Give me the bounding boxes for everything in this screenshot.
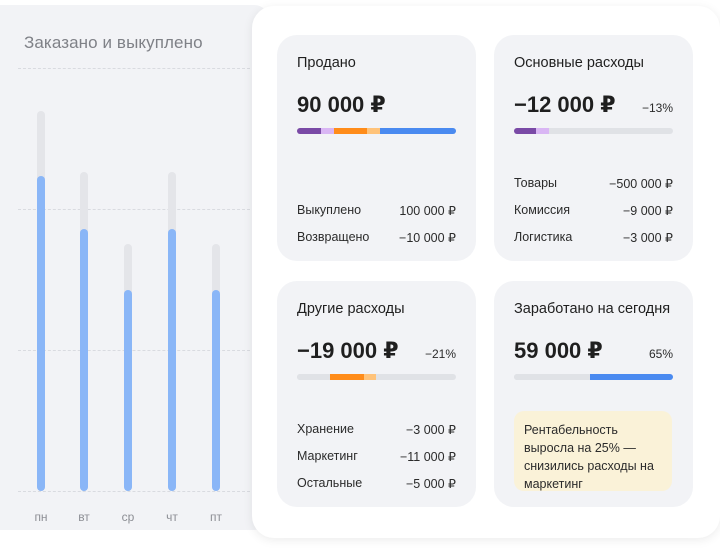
row-label: Логистика — [514, 230, 573, 244]
row-value: −10 000 ₽ — [399, 231, 456, 245]
progress-bar — [297, 374, 456, 380]
row-value: −11 000 ₽ — [399, 450, 456, 464]
gridline — [18, 491, 250, 492]
bar-bought-вт[interactable] — [80, 228, 88, 491]
bar-bought-пт[interactable] — [212, 289, 220, 491]
row-value: −3 000 ₽ — [405, 423, 456, 437]
card-amount: 90 000 ₽ — [297, 92, 386, 117]
card-title: Другие расходы — [297, 301, 405, 317]
card-earned-today[interactable]: Заработано на сегодня 59 000 ₽ 65% Рента… — [494, 281, 693, 507]
card-main-expenses[interactable]: Основные расходы −12 000 ₽ −13% Товары −… — [494, 35, 693, 261]
progress-bar — [514, 128, 673, 134]
breakdown-row: Остальные −5 000 ₽ — [297, 476, 456, 492]
breakdown-row: Комиссия −9 000 ₽ — [514, 203, 673, 219]
progress-bar — [514, 374, 673, 380]
bar-ordered-ср[interactable] — [124, 244, 132, 491]
x-tick-label: вт — [78, 510, 90, 524]
row-value: 100 000 ₽ — [399, 204, 456, 218]
card-sold[interactable]: Продано 90 000 ₽ Выкуплено 100 000 ₽ Воз… — [277, 35, 476, 261]
breakdown-row: Товары −500 000 ₽ — [514, 176, 673, 192]
row-label: Остальные — [297, 476, 363, 490]
card-percent: 65% — [648, 347, 673, 361]
row-value: −9 000 ₽ — [622, 204, 673, 218]
card-title: Основные расходы — [514, 55, 644, 71]
progress-segment — [363, 374, 377, 380]
x-tick-label: пт — [210, 510, 222, 524]
breakdown-row: Выкуплено 100 000 ₽ — [297, 203, 456, 219]
progress-segment — [590, 374, 673, 380]
row-value: −500 000 ₽ — [609, 177, 673, 191]
progress-segment — [333, 128, 367, 134]
gridline — [18, 68, 250, 69]
x-tick-label: чт — [166, 510, 178, 524]
gridline — [18, 350, 250, 351]
bar-ordered-вт[interactable] — [80, 171, 88, 491]
row-label: Выкуплено — [297, 203, 362, 217]
bar-ordered-чт[interactable] — [168, 171, 176, 491]
card-title: Продано — [297, 55, 356, 71]
progress-segment — [536, 128, 549, 134]
row-label: Маркетинг — [297, 449, 358, 463]
breakdown-row: Маркетинг −11 000 ₽ — [297, 449, 456, 465]
progress-segment — [514, 128, 537, 134]
progress-segment — [379, 128, 456, 134]
progress-segment — [320, 128, 334, 134]
bar-bought-чт[interactable] — [168, 228, 176, 491]
breakdown-row: Хранение −3 000 ₽ — [297, 422, 456, 438]
card-other-expenses[interactable]: Другие расходы −19 000 ₽ −21% Хранение −… — [277, 281, 476, 507]
card-percent: −21% — [424, 347, 456, 361]
progress-segment — [366, 128, 380, 134]
card-amount: −19 000 ₽ — [297, 338, 399, 363]
breakdown-row: Логистика −3 000 ₽ — [514, 230, 673, 246]
x-tick-label: пн — [34, 510, 48, 524]
progress-bar — [297, 128, 456, 134]
row-label: Комиссия — [514, 203, 571, 217]
x-tick-label: ср — [121, 510, 135, 524]
gridline — [18, 209, 250, 210]
progress-segment — [514, 374, 591, 380]
card-percent: −13% — [641, 101, 673, 115]
row-label: Товары — [514, 176, 557, 190]
row-value: −3 000 ₽ — [622, 231, 673, 245]
progress-segment — [330, 374, 364, 380]
summary-panel: Продано 90 000 ₽ Выкуплено 100 000 ₽ Воз… — [252, 6, 720, 538]
card-amount: −12 000 ₽ — [514, 92, 616, 117]
chart-panel: Заказано и выкуплено пн вт ср чт пт — [0, 5, 270, 530]
card-title: Заработано на сегодня — [514, 301, 671, 317]
row-label: Возвращено — [297, 230, 370, 244]
bar-ordered-пт[interactable] — [212, 244, 220, 491]
bar-bought-ср[interactable] — [124, 289, 132, 491]
bar-bought-пн[interactable] — [37, 175, 45, 491]
card-amount: 59 000 ₽ — [514, 338, 603, 363]
bar-ordered-пн[interactable] — [37, 111, 45, 491]
chart-title: Заказано и выкуплено — [24, 33, 203, 52]
progress-segment — [297, 374, 331, 380]
row-label: Хранение — [297, 422, 354, 436]
breakdown-row: Возвращено −10 000 ₽ — [297, 230, 456, 246]
row-value: −5 000 ₽ — [405, 477, 456, 491]
insight-note: Рентабельность выросла на 25% — снизилис… — [514, 411, 672, 491]
progress-segment — [297, 128, 321, 134]
